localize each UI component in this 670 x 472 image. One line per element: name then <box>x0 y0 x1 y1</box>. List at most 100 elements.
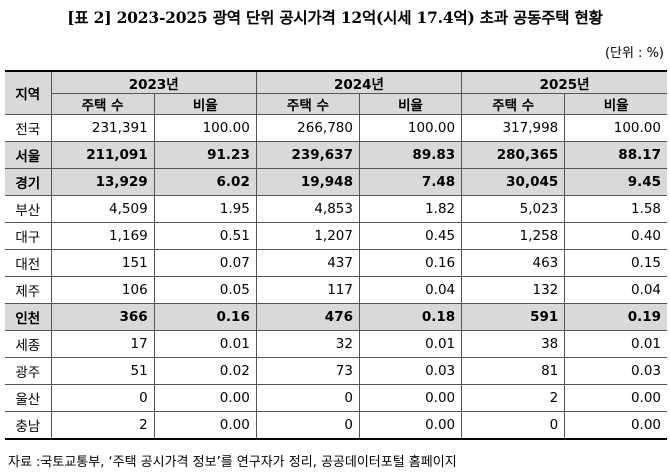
table-row: 부산 4,509 1.95 4,853 1.82 5,023 1.58 <box>5 195 667 223</box>
table-body: 전국 231,391 100.00 266,780 100.00 317,998 100.0… <box>5 114 667 440</box>
count-cell: 211,091 <box>50 141 155 169</box>
count-cell: 0 <box>255 384 360 412</box>
region-cell: 제주 <box>5 276 52 304</box>
table-row: 광주 51 0.02 73 0.03 81 0.03 <box>5 357 667 385</box>
ratio-cell: 0.01 <box>358 330 463 358</box>
ratio-cell: 100.00 <box>564 114 667 142</box>
count-cell: 13,929 <box>50 168 155 196</box>
ratio-cell: 1.58 <box>564 195 667 223</box>
table-row: 세종 17 0.01 32 0.01 38 0.01 <box>5 330 667 358</box>
ratio-cell: 0.00 <box>153 411 257 440</box>
table-row: 제주 106 0.05 117 0.04 132 0.04 <box>5 276 667 304</box>
region-cell: 경기 <box>5 168 52 196</box>
count-cell: 1,207 <box>255 222 360 250</box>
count-cell: 239,637 <box>255 141 360 169</box>
ratio-cell: 0.18 <box>358 303 463 331</box>
ratio-header: 비율 <box>358 93 463 115</box>
ratio-header: 비율 <box>564 93 667 115</box>
ratio-cell: 1.95 <box>153 195 257 223</box>
ratio-cell: 0.00 <box>564 411 667 440</box>
unit-label: (단위 : %) <box>604 46 664 61</box>
count-cell: 1,258 <box>461 222 566 250</box>
table-row: 경기 13,929 6.02 19,948 7.48 30,045 9.45 <box>5 168 667 196</box>
ratio-cell: 89.83 <box>358 141 463 169</box>
ratio-cell: 0.45 <box>358 222 463 250</box>
table-row: 인천 366 0.16 476 0.18 591 0.19 <box>5 303 667 331</box>
ratio-cell: 0.01 <box>564 330 667 358</box>
ratio-cell: 0.02 <box>153 357 257 385</box>
ratio-cell: 88.17 <box>564 141 667 169</box>
table-title: [표 2] 2023-2025 광역 단위 공시가격 12억(시세 17.4억)… <box>67 8 603 27</box>
ratio-cell: 0.40 <box>564 222 667 250</box>
ratio-cell: 0.01 <box>153 330 257 358</box>
count-cell: 0 <box>255 411 360 440</box>
count-cell: 5,023 <box>461 195 566 223</box>
count-cell: 38 <box>461 330 566 358</box>
year-header: 2023년 <box>50 70 257 94</box>
ratio-cell: 0.04 <box>358 276 463 304</box>
table-row: 대전 151 0.07 437 0.16 463 0.15 <box>5 249 667 277</box>
ratio-cell: 1.82 <box>358 195 463 223</box>
region-cell: 전국 <box>5 114 52 142</box>
table-row: 서울 211,091 91.23 239,637 89.83 280,365 88.17 <box>5 141 667 169</box>
region-cell: 대구 <box>5 222 52 250</box>
count-cell: 476 <box>255 303 360 331</box>
count-cell: 81 <box>461 357 566 385</box>
count-cell: 280,365 <box>461 141 566 169</box>
ratio-cell: 0.16 <box>153 303 257 331</box>
count-cell: 151 <box>50 249 155 277</box>
count-cell: 32 <box>255 330 360 358</box>
region-cell: 대전 <box>5 249 52 277</box>
count-cell: 2 <box>50 411 155 440</box>
count-cell: 17 <box>50 330 155 358</box>
count-cell: 591 <box>461 303 566 331</box>
count-cell: 266,780 <box>255 114 360 142</box>
ratio-cell: 0.16 <box>358 249 463 277</box>
ratio-cell: 0.00 <box>358 411 463 440</box>
region-cell: 광주 <box>5 357 52 385</box>
ratio-cell: 100.00 <box>358 114 463 142</box>
count-cell: 437 <box>255 249 360 277</box>
count-cell: 4,853 <box>255 195 360 223</box>
table-row: 울산 0 0.00 0 0.00 2 0.00 <box>5 384 667 412</box>
ratio-cell: 6.02 <box>153 168 257 196</box>
ratio-cell: 0.00 <box>358 384 463 412</box>
ratio-header: 비율 <box>153 93 257 115</box>
ratio-cell: 7.48 <box>358 168 463 196</box>
year-header: 2024년 <box>255 70 463 94</box>
source-note: 자료 :국토교통부, ‘주택 공시가격 정보’를 연구자가 정리, 공공데이터포… <box>8 455 457 470</box>
ratio-cell: 0.03 <box>358 357 463 385</box>
ratio-cell: 9.45 <box>564 168 667 196</box>
region-cell: 인천 <box>5 303 52 331</box>
ratio-cell: 0.19 <box>564 303 667 331</box>
region-cell: 서울 <box>5 141 52 169</box>
count-cell: 231,391 <box>50 114 155 142</box>
count-cell: 1,169 <box>50 222 155 250</box>
count-cell: 30,045 <box>461 168 566 196</box>
ratio-cell: 0.15 <box>564 249 667 277</box>
count-cell: 463 <box>461 249 566 277</box>
count-header: 주택 수 <box>255 93 360 115</box>
count-cell: 51 <box>50 357 155 385</box>
table-row: 충남 2 0.00 0 0.00 0 0.00 <box>5 411 667 440</box>
count-cell: 317,998 <box>461 114 566 142</box>
ratio-cell: 0.00 <box>153 384 257 412</box>
ratio-cell: 0.03 <box>564 357 667 385</box>
region-cell: 충남 <box>5 411 52 440</box>
region-cell: 세종 <box>5 330 52 358</box>
count-cell: 0 <box>461 411 566 440</box>
region-cell: 울산 <box>5 384 52 412</box>
count-cell: 19,948 <box>255 168 360 196</box>
ratio-cell: 0.51 <box>153 222 257 250</box>
table-row: 대구 1,169 0.51 1,207 0.45 1,258 0.40 <box>5 222 667 250</box>
region-header: 지역 <box>5 70 52 115</box>
year-header: 2025년 <box>461 70 667 94</box>
count-header: 주택 수 <box>461 93 566 115</box>
count-cell: 2 <box>461 384 566 412</box>
region-cell: 부산 <box>5 195 52 223</box>
ratio-cell: 0.05 <box>153 276 257 304</box>
ratio-cell: 0.04 <box>564 276 667 304</box>
count-cell: 0 <box>50 384 155 412</box>
count-cell: 106 <box>50 276 155 304</box>
count-cell: 117 <box>255 276 360 304</box>
